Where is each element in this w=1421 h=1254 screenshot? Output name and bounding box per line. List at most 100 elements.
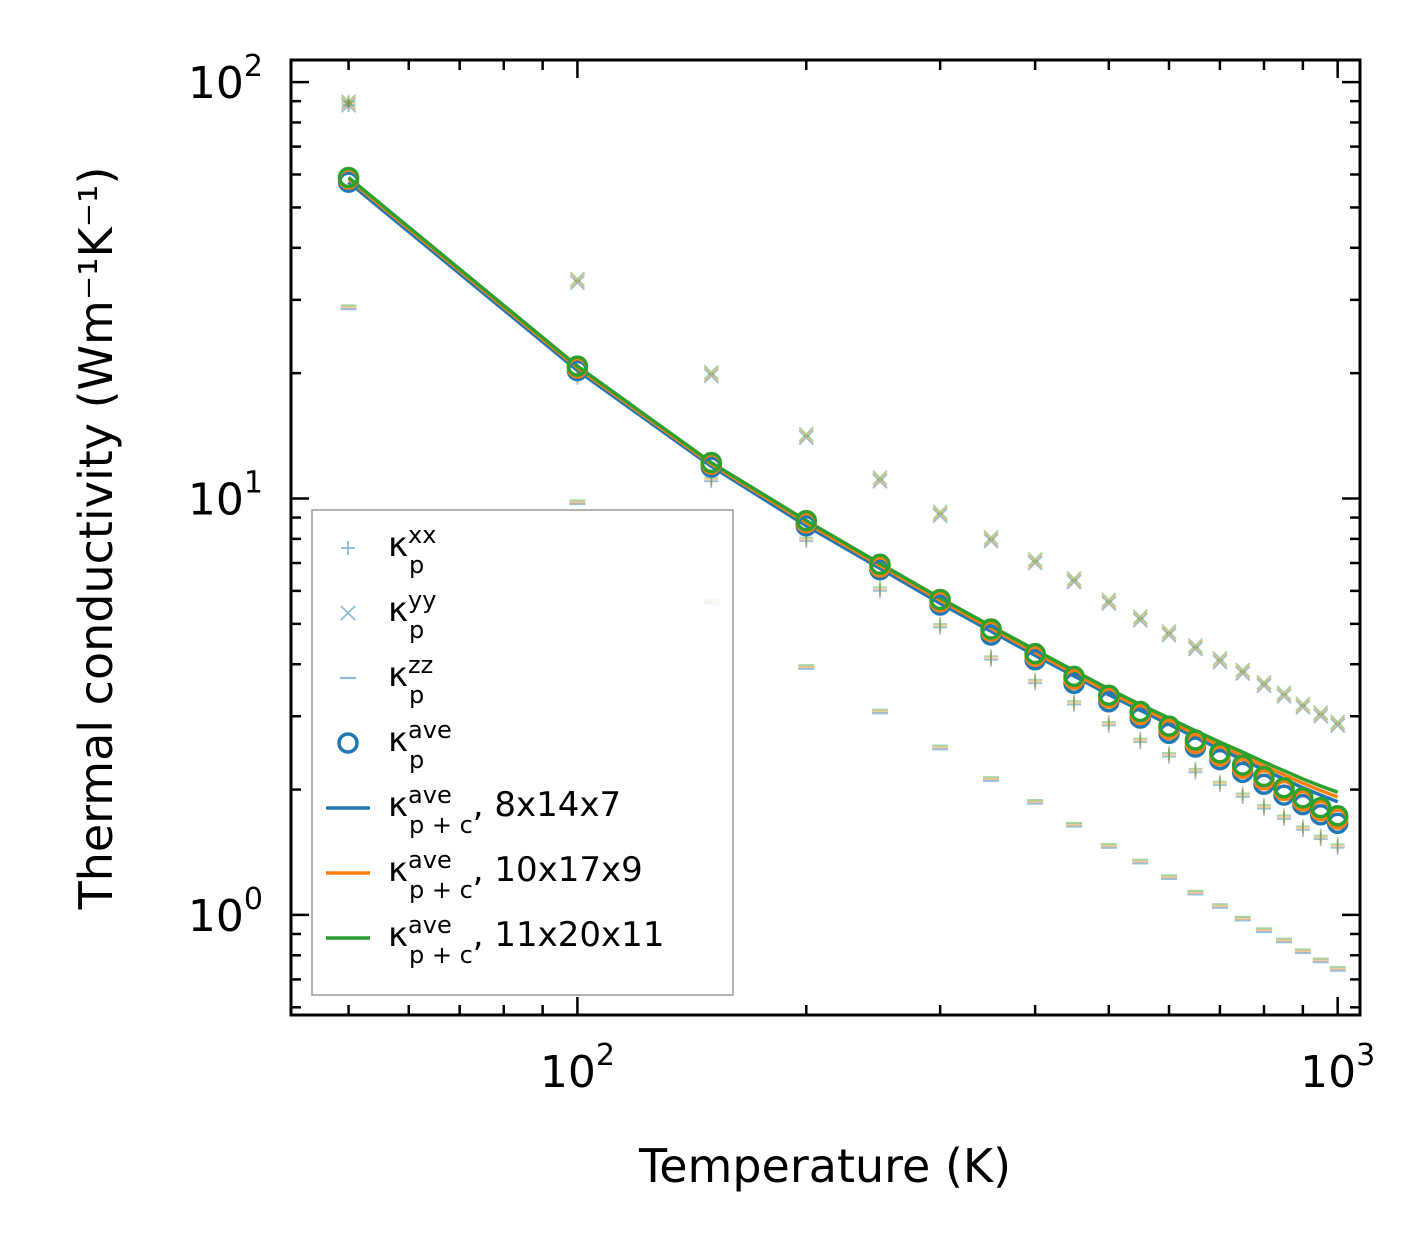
data-point-kappa_p_yy-overlay bbox=[340, 95, 357, 112]
data-point-kappa_p_xx bbox=[1330, 840, 1345, 855]
data-point-kappa_p_xx-overlay bbox=[933, 616, 948, 631]
data-point-kappa_p_ave_11x20x11 bbox=[869, 553, 891, 576]
data-point-kappa_p_xx bbox=[1295, 822, 1310, 837]
series-line-kappa_pc_ave_10x17x9 bbox=[347, 177, 1339, 799]
legend-entry: κave p + c, 8x14x7 bbox=[326, 781, 621, 839]
data-point-kappa_p_ave_11x20x11 bbox=[1184, 729, 1207, 751]
data-point-kappa_p_yy-overlay bbox=[1330, 716, 1346, 732]
data-point-kappa_p_yy-overlay bbox=[1187, 639, 1204, 655]
data-point-kappa_p_yy-overlay bbox=[1132, 610, 1148, 627]
data-point-kappa_p_yy-overlay bbox=[1027, 551, 1043, 568]
data-point-kappa_p_yy bbox=[798, 430, 814, 446]
legend-label: κave p + c, 8x14x7 bbox=[388, 781, 621, 839]
data-point-kappa_p_xx-overlay bbox=[1313, 828, 1328, 843]
data-point-kappa_p_ave_11x20x11 bbox=[1098, 684, 1120, 706]
data-point-kappa_p_xx-overlay bbox=[1067, 693, 1082, 708]
data-point-kappa_p_xx-overlay bbox=[1235, 786, 1250, 801]
data-point-kappa_p_yy-overlay bbox=[703, 366, 719, 382]
data-point-kappa_p_xx bbox=[341, 98, 356, 113]
data-point-kappa_p_ave_11x20x11 bbox=[1063, 665, 1085, 688]
data-point-kappa_p_yy-overlay bbox=[1132, 609, 1148, 625]
data-point-kappa_p_yy-overlay bbox=[1295, 697, 1311, 714]
legend-entry: κzz p bbox=[340, 651, 433, 709]
data-point-kappa_p_yy-overlay bbox=[932, 504, 948, 520]
legend-label: κave p bbox=[388, 716, 452, 774]
data-point-kappa_p_yy-overlay bbox=[569, 271, 586, 287]
data-point-kappa_p_yy bbox=[1187, 641, 1204, 657]
data-point-kappa_p_ave_11x20x11 bbox=[1129, 700, 1152, 723]
data-point-kappa_p_yy bbox=[1256, 678, 1272, 694]
data-point-kappa_p_xx-overlay bbox=[1330, 837, 1345, 852]
data-point-kappa_p_xx-overlay bbox=[1235, 788, 1250, 803]
data-point-kappa_p_xx bbox=[1256, 801, 1271, 816]
data-point-kappa_p_xx-overlay bbox=[1188, 761, 1203, 776]
data-point-kappa_p_yy-overlay bbox=[703, 364, 719, 380]
data-point-kappa_p_yy-overlay bbox=[1027, 553, 1043, 569]
data-point-kappa_p_xx-overlay bbox=[1295, 821, 1310, 836]
legend-label: κave p + c, 10x17x9 bbox=[388, 846, 643, 904]
data-point-kappa_p_xx bbox=[1028, 676, 1043, 691]
data-point-kappa_p_xx-overlay bbox=[1067, 695, 1082, 710]
data-point-kappa_p_xx-overlay bbox=[984, 649, 999, 664]
data-point-kappa_p_ave_11x20x11 bbox=[1292, 787, 1314, 809]
data-point-kappa_p_yy bbox=[569, 274, 586, 291]
data-point-kappa_p_yy-overlay bbox=[932, 506, 948, 522]
data-point-kappa_p_xx bbox=[933, 620, 948, 635]
data-point-kappa_p_xx bbox=[1101, 718, 1116, 733]
data-point-kappa_p_ave_11x20x11 bbox=[1024, 642, 1046, 665]
data-point-kappa_p_yy bbox=[1027, 555, 1043, 571]
data-point-kappa_p_yy-overlay bbox=[569, 273, 586, 289]
data-point-kappa_p_xx bbox=[1212, 778, 1227, 793]
data-point-kappa_p_yy bbox=[1235, 665, 1251, 682]
legend-marker-swatch bbox=[341, 541, 355, 555]
data-point-kappa_p_xx-overlay bbox=[1162, 746, 1177, 761]
data-point-kappa_p_ave_11x20x11 bbox=[566, 355, 589, 377]
data-point-kappa_p_yy bbox=[1212, 654, 1228, 670]
y-tick-label: 102 bbox=[188, 49, 263, 109]
data-point-kappa_p_yy-overlay bbox=[1066, 570, 1082, 587]
data-point-kappa_p_yy bbox=[1330, 717, 1346, 734]
data-point-kappa_p_xx-overlay bbox=[1028, 674, 1043, 689]
legend-marker-swatch bbox=[337, 732, 359, 754]
data-point-kappa_p_yy-overlay bbox=[1276, 686, 1292, 703]
data-point-kappa_p_xx-overlay bbox=[1101, 716, 1116, 731]
series-line-kappa_pc_ave_11x20x11 bbox=[347, 176, 1339, 794]
data-point-kappa_p_yy-overlay bbox=[1295, 696, 1311, 712]
data-point-kappa_p_yy-overlay bbox=[1235, 664, 1251, 680]
data-point-kappa_p_xx bbox=[1188, 765, 1203, 780]
data-point-kappa_p_yy-overlay bbox=[1101, 592, 1117, 608]
legend-label: κyy p bbox=[388, 586, 436, 644]
data-point-kappa_p_yy-overlay bbox=[1313, 705, 1329, 721]
y-tick-label: 100 bbox=[188, 882, 263, 942]
x-tick-label: 102 bbox=[540, 1038, 615, 1098]
data-point-kappa_p_yy-overlay bbox=[1101, 593, 1117, 610]
data-point-kappa_p_ave_11x20x11 bbox=[1273, 777, 1295, 799]
data-point-kappa_p_yy bbox=[1276, 688, 1292, 704]
data-point-kappa_p_xx-overlay bbox=[1256, 798, 1271, 813]
legend-entry: κave p + c, 11x20x11 bbox=[326, 911, 664, 969]
x-axis-title: Temperature (K) bbox=[638, 1139, 1011, 1193]
data-point-kappa_p_yy bbox=[983, 533, 999, 549]
legend-label: κave p + c, 11x20x11 bbox=[388, 911, 664, 969]
data-point-kappa_p_yy-overlay bbox=[1235, 662, 1251, 678]
data-point-kappa_p_yy bbox=[1161, 627, 1177, 643]
data-point-kappa_p_ave_11x20x11 bbox=[700, 451, 723, 474]
data-point-kappa_p_xx-overlay bbox=[1028, 672, 1043, 687]
data-point-kappa_p_ave_11x20x11 bbox=[1309, 796, 1332, 819]
data-point-kappa_p_xx-overlay bbox=[1277, 810, 1292, 825]
data-point-kappa_p_xx bbox=[1067, 697, 1082, 712]
data-point-kappa_p_yy-overlay bbox=[1256, 676, 1272, 692]
legend-label: κxx p bbox=[388, 521, 436, 579]
data-point-kappa_p_ave_11x20x11 bbox=[795, 509, 818, 532]
data-point-kappa_p_yy-overlay bbox=[340, 94, 357, 110]
data-point-kappa_p_xx-overlay bbox=[933, 618, 948, 633]
data-point-kappa_p_xx-overlay bbox=[1277, 808, 1292, 823]
legend-entry: κxx p bbox=[341, 521, 436, 579]
data-point-kappa_p_xx bbox=[984, 652, 999, 667]
legend-entry: κave p bbox=[337, 716, 452, 774]
ticks-layer: 102 103 100 101 102 bbox=[188, 49, 1375, 1098]
data-point-kappa_p_ave_11x20x11 bbox=[929, 588, 951, 611]
data-point-kappa_p_yy bbox=[1101, 595, 1117, 612]
data-point-kappa_p_xx-overlay bbox=[1295, 819, 1310, 834]
